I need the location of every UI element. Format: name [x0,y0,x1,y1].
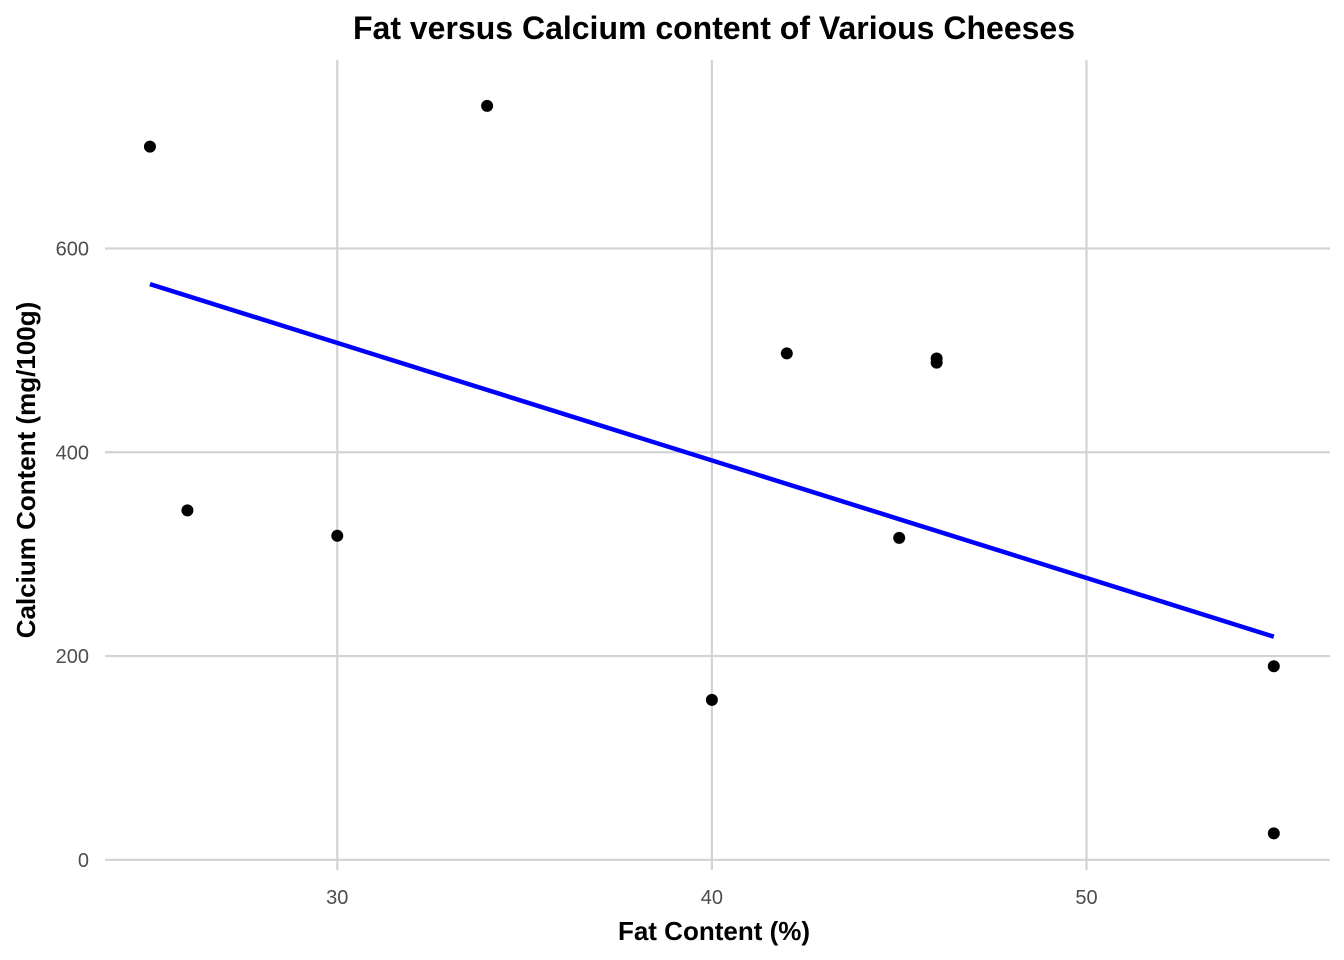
data-point-6 [780,347,793,360]
x-tick-label-30: 30 [326,887,348,909]
x-tick-label-50: 50 [1075,887,1097,909]
x-tick-label-40: 40 [701,887,723,909]
data-point-7 [893,531,906,544]
y-axis-title: Calcium Content (mg/100g) [11,302,41,639]
data-point-2 [181,504,194,517]
data-point-11 [1267,827,1280,840]
y-tick-label-400: 400 [56,442,89,464]
gridlines [105,60,1330,870]
data-point-9 [930,356,943,369]
y-tick-label-600: 600 [56,238,89,260]
data-point-4 [481,99,494,112]
x-axis-tick-labels: 30 40 50 [326,887,1097,909]
data-point-5 [705,693,718,706]
data-point-3 [331,529,344,542]
y-tick-label-0: 0 [78,850,89,872]
trend-line-layer [149,282,1275,639]
x-axis-title: Fat Content (%) [618,916,810,946]
data-point-10 [1267,660,1280,673]
y-axis-tick-labels: 0 200 400 600 [56,238,89,871]
trend-line [149,282,1275,639]
chart-title: Fat versus Calcium content of Various Ch… [353,10,1075,46]
data-point-1 [143,140,156,153]
data-points [143,99,1280,840]
y-tick-label-200: 200 [56,646,89,668]
